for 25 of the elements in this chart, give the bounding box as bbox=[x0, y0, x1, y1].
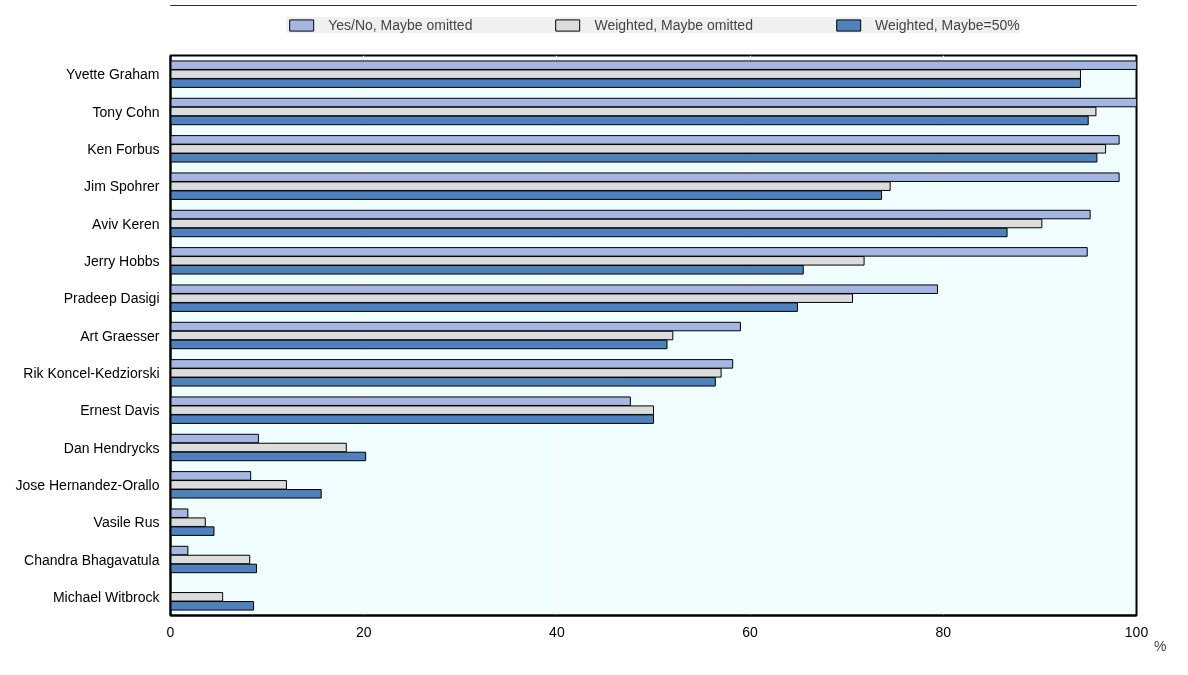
y-tick-label: Michael Witbrock bbox=[52, 588, 161, 605]
y-tick-label: Jim Spohrer bbox=[84, 178, 160, 195]
x-axis-title: % bbox=[1154, 637, 1167, 654]
legend-label: Yes/No, Maybe omitted bbox=[328, 17, 473, 33]
y-tick-label: Art Graesser bbox=[80, 327, 160, 344]
x-tick-label: 0 bbox=[166, 623, 175, 640]
y-tick-label: Vasile Rus bbox=[93, 514, 160, 531]
y-tick-label: Pradeep Dasigi bbox=[63, 290, 160, 307]
x-tick-label: 80 bbox=[935, 623, 952, 640]
y-tick-label: Tony Cohn bbox=[92, 103, 160, 120]
x-tick-label: 100 bbox=[1124, 623, 1149, 640]
y-tick-label: Ernest Davis bbox=[80, 402, 160, 419]
y-tick-label: Ken Forbus bbox=[87, 140, 160, 157]
x-tick-label: 40 bbox=[549, 623, 565, 640]
x-tick-label: 20 bbox=[355, 623, 372, 640]
legend-label: Weighted, Maybe=50% bbox=[874, 17, 1020, 33]
legend-label: Weighted, Maybe omitted bbox=[594, 17, 753, 33]
x-tick-label: 60 bbox=[742, 623, 759, 640]
y-tick-label: Rik Koncel-Kedziorski bbox=[23, 364, 160, 381]
y-tick-label: Chandra Bhagavatula bbox=[24, 551, 160, 568]
y-tick-label: Aviv Keren bbox=[92, 215, 160, 232]
y-tick-label: Yvette Graham bbox=[66, 66, 160, 83]
y-tick-label: Dan Hendrycks bbox=[63, 439, 160, 456]
y-tick-label: Jose Hernandez-Orallo bbox=[15, 476, 160, 493]
y-tick-label: Jerry Hobbs bbox=[84, 252, 160, 269]
